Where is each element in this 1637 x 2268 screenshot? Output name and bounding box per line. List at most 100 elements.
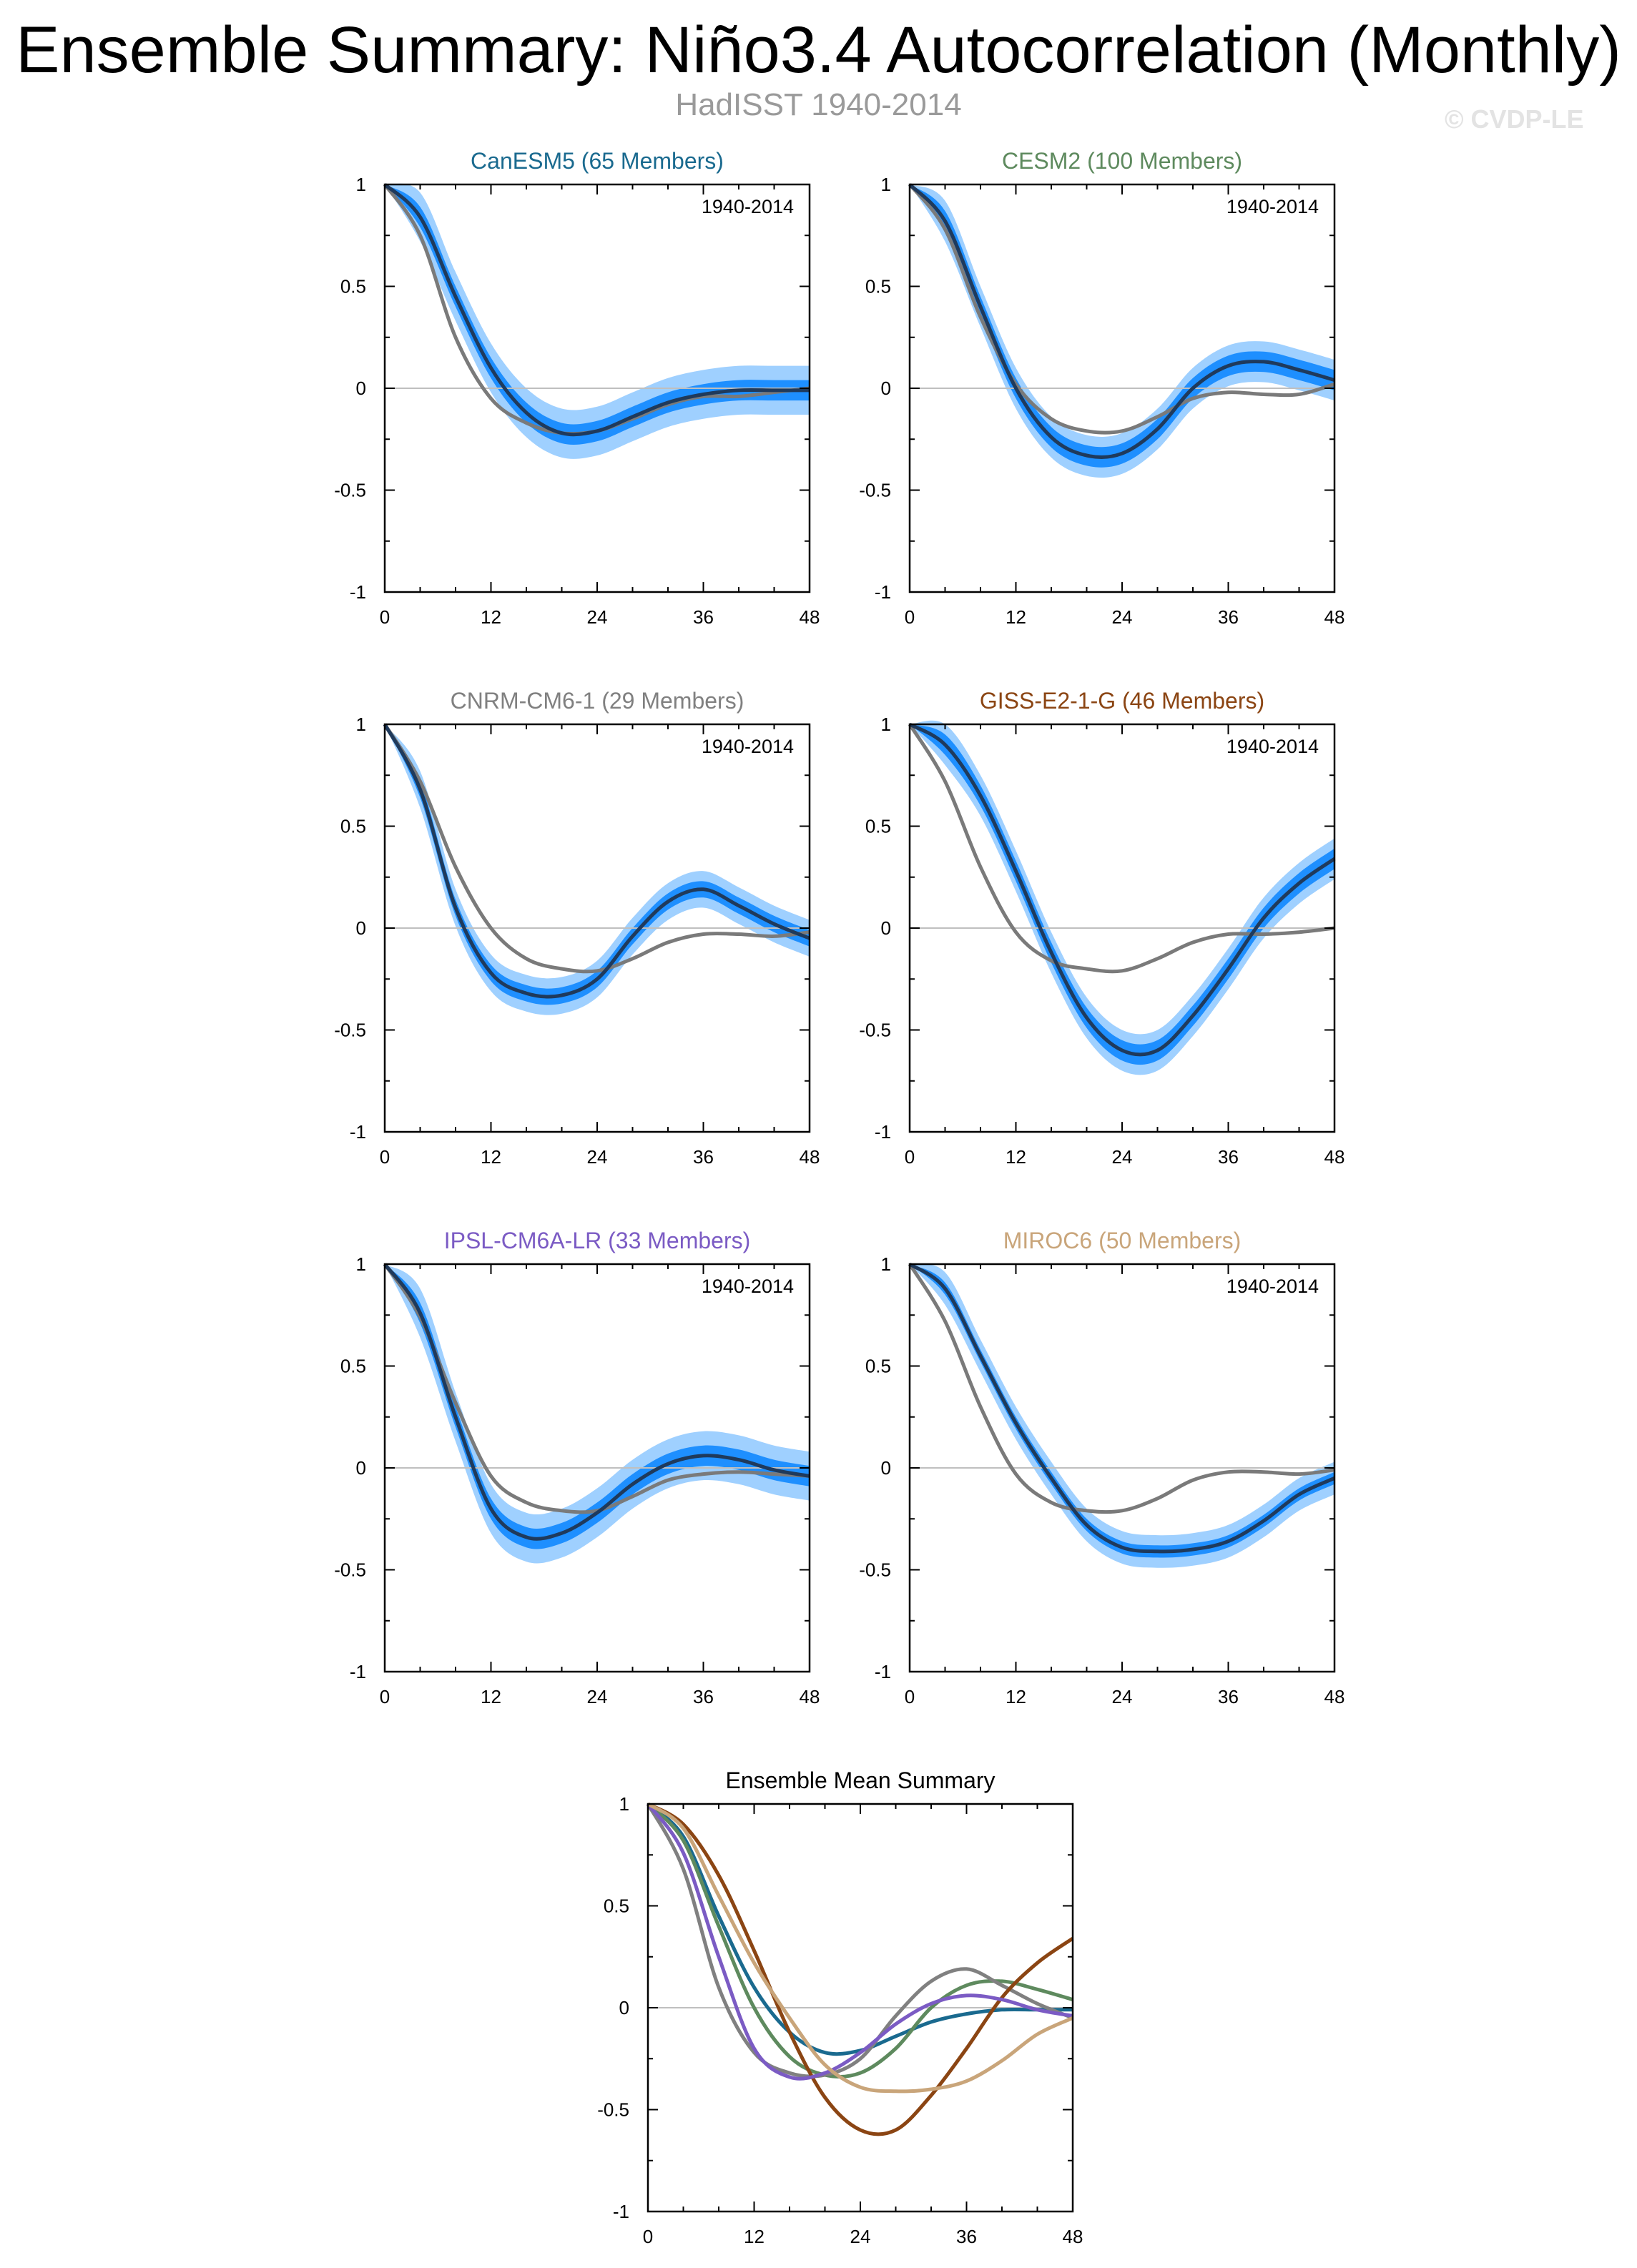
x-tick-label: 0	[905, 1686, 915, 1707]
period-label: 1940-2014	[702, 1276, 794, 1297]
y-tick-label: 0.5	[340, 276, 366, 297]
period-label: 1940-2014	[702, 736, 794, 757]
x-tick-label: 48	[800, 1146, 820, 1168]
outer-spread-band	[910, 720, 1334, 1075]
y-tick-label: -1	[875, 581, 891, 603]
y-tick-label: 1	[881, 714, 891, 735]
x-tick-label: 12	[1006, 1146, 1026, 1168]
x-tick-label: 36	[1218, 1686, 1239, 1707]
y-tick-label: 1	[356, 174, 366, 195]
y-tick-label: -0.5	[859, 1020, 891, 1041]
period-label: 1940-2014	[702, 196, 794, 217]
panel-7: Ensemble Mean Summary 0 12 24 36 48 1 0.5 0 -0.5 -…	[597, 1767, 1083, 2247]
y-tick-label: -0.5	[334, 1559, 366, 1581]
y-tick-label: -1	[875, 1121, 891, 1143]
period-label: 1940-2014	[1226, 736, 1319, 757]
y-tick-label: 0.5	[604, 1895, 629, 1917]
x-tick-label: 24	[850, 2226, 871, 2247]
series-line-giss-e2-1-g	[647, 1802, 1074, 2136]
y-tick-label: 0	[881, 1457, 891, 1479]
y-tick-label: 1	[356, 1253, 366, 1275]
panel-title: Ensemble Mean Summary	[725, 1767, 995, 1793]
inner-spread-band	[910, 184, 1334, 468]
y-tick-label: 0	[356, 917, 366, 939]
ensemble-mean-line	[383, 1263, 810, 1541]
x-tick-label: 24	[1112, 1686, 1133, 1707]
panel-3: CNRM-CM6-1 (29 Members) 0 12 24 36 48 1 0.5 0 -0.…	[334, 688, 820, 1168]
y-tick-label: 1	[881, 174, 891, 195]
x-tick-label: 24	[587, 1686, 608, 1707]
x-tick-label: 12	[481, 606, 501, 628]
y-tick-label: 1	[619, 1793, 629, 1815]
x-tick-label: 0	[380, 1146, 390, 1168]
panel-6: MIROC6 (50 Members) 0 12 24 36 48 1 0.5 0 -0.5 -1 1…	[859, 1228, 1344, 1707]
x-tick-label: 24	[1112, 1146, 1133, 1168]
x-tick-label: 12	[744, 2226, 765, 2247]
observed-line	[908, 1263, 1335, 1514]
x-tick-label: 12	[1006, 1686, 1026, 1707]
x-tick-label: 24	[587, 606, 608, 628]
x-tick-label: 48	[1324, 1146, 1345, 1168]
x-tick-label: 0	[380, 606, 390, 628]
credit-watermark: © CVDP-LE	[1445, 104, 1584, 134]
y-tick-label: 0.5	[865, 276, 891, 297]
y-tick-label: 0	[881, 917, 891, 939]
x-tick-label: 36	[693, 1686, 714, 1707]
x-tick-label: 0	[905, 606, 915, 628]
y-tick-label: 0.5	[865, 816, 891, 837]
y-tick-label: 0	[356, 1457, 366, 1479]
observed-line	[383, 183, 810, 436]
y-tick-label: -1	[613, 2201, 629, 2222]
y-tick-label: -0.5	[597, 2099, 629, 2121]
y-tick-label: -0.5	[859, 1559, 891, 1581]
x-tick-label: 24	[1112, 606, 1133, 628]
ensemble-mean-line	[383, 183, 810, 437]
y-tick-label: -0.5	[334, 1020, 366, 1041]
series-line-cnrm-cm6-1	[646, 1803, 1073, 2079]
y-tick-label: 0.5	[340, 816, 366, 837]
y-tick-label: 0	[619, 1997, 629, 2018]
y-tick-label: 0	[881, 378, 891, 399]
y-tick-label: -1	[350, 1121, 366, 1143]
x-tick-label: 36	[956, 2226, 977, 2247]
y-tick-label: 0	[356, 378, 366, 399]
y-tick-label: 1	[881, 1253, 891, 1275]
observed-line	[908, 183, 1335, 435]
panel-title: CanESM5 (65 Members)	[471, 148, 724, 174]
y-tick-label: -1	[350, 581, 366, 603]
x-tick-label: 0	[905, 1146, 915, 1168]
outer-spread-band	[910, 184, 1334, 478]
period-label: 1940-2014	[1226, 1276, 1319, 1297]
observed-line	[908, 723, 1335, 974]
panel-1: CanESM5 (65 Members) 0 12 24 36 48 1 0.5 0 -0.5 -1…	[334, 148, 820, 628]
ensemble-mean-line	[383, 723, 810, 999]
outer-spread-band	[910, 1263, 1334, 1568]
x-tick-label: 36	[1218, 606, 1239, 628]
x-tick-label: 12	[481, 1146, 501, 1168]
panel-title: IPSL-CM6A-LR (33 Members)	[444, 1228, 751, 1253]
x-tick-label: 48	[800, 1686, 820, 1707]
x-tick-label: 48	[1063, 2226, 1083, 2247]
x-tick-label: 36	[693, 1146, 714, 1168]
observed-line	[383, 723, 810, 974]
series-line-ipsl-cm6a-lr	[646, 1803, 1073, 2081]
y-tick-label: -1	[350, 1661, 366, 1682]
y-tick-label: 0.5	[340, 1356, 366, 1377]
x-tick-label: 24	[587, 1146, 608, 1168]
x-tick-label: 0	[643, 2226, 653, 2247]
y-tick-label: 0.5	[865, 1356, 891, 1377]
panel-title: CNRM-CM6-1 (29 Members)	[451, 688, 744, 714]
x-tick-label: 48	[1324, 606, 1345, 628]
figure-subtitle: HadISST 1940-2014	[675, 87, 962, 122]
x-tick-label: 12	[1006, 606, 1026, 628]
panel-2: CESM2 (100 Members) 0 12 24 36 48 1 0.5 0 -0.5 -1 1…	[859, 148, 1344, 628]
panel-title: GISS-E2-1-G (46 Members)	[980, 688, 1264, 714]
panel-title: CESM2 (100 Members)	[1002, 148, 1242, 174]
period-label: 1940-2014	[1226, 196, 1319, 217]
series-line-canesm5	[647, 1803, 1073, 2056]
outer-spread-band	[385, 1264, 810, 1564]
ensemble-mean-line	[908, 1262, 1336, 1554]
panel-5: IPSL-CM6A-LR (33 Members)0 12 24 36 4810.50-…	[334, 1228, 820, 1707]
x-tick-label: 12	[481, 1686, 501, 1707]
